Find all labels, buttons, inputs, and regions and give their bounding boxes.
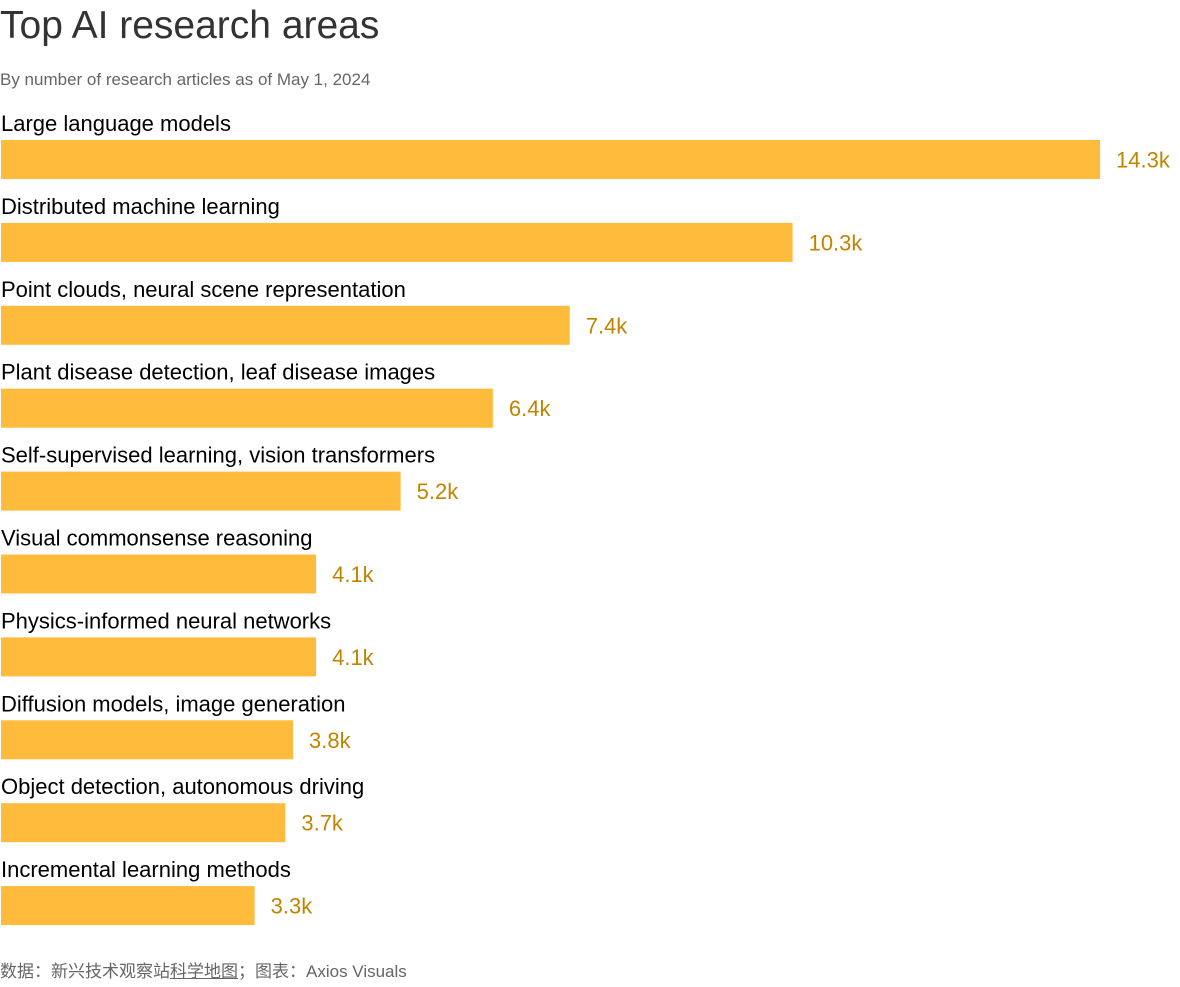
- value-label: 3.7k: [301, 811, 344, 836]
- bar: [1, 803, 286, 843]
- bar: [1, 140, 1100, 179]
- category-label: Large language models: [1, 111, 231, 136]
- value-label: 4.1k: [332, 645, 375, 670]
- bar-chart: Large language models 14.3k Distributed ma…: [1, 111, 1171, 926]
- bar: [1, 471, 401, 511]
- source-link[interactable]: 科学地图: [170, 962, 238, 981]
- bar: [1, 720, 294, 760]
- category-label: Diffusion models, image generation: [1, 691, 345, 716]
- bar: [1, 886, 255, 926]
- category-label: Physics-informed neural networks: [1, 608, 331, 633]
- bar: [1, 305, 570, 345]
- bar: [1, 388, 493, 428]
- chart-title: Top AI research areas: [0, 4, 380, 47]
- value-label: 5.2k: [417, 479, 460, 504]
- value-label: 10.3k: [809, 230, 864, 255]
- bar: [1, 222, 793, 262]
- value-label: 3.8k: [309, 728, 352, 753]
- value-label: 4.1k: [332, 562, 375, 587]
- value-label: 7.4k: [586, 313, 629, 338]
- chart-subtitle: By number of research articles as of May…: [0, 70, 371, 89]
- bar: [1, 637, 317, 677]
- source-credit: 数据：新兴技术观察站科学地图；图表：Axios Visuals: [0, 961, 407, 983]
- category-label: Object detection, autonomous driving: [1, 774, 364, 799]
- category-label: Visual commonsense reasoning: [1, 526, 312, 551]
- source-prefix: 数据：新兴技术观察站: [0, 962, 170, 981]
- category-label: Plant disease detection, leaf disease im…: [1, 360, 435, 385]
- category-label: Incremental learning methods: [1, 857, 291, 882]
- chart-credit: ；图表：Axios Visuals: [238, 962, 407, 981]
- bar: [1, 554, 317, 594]
- value-label: 14.3k: [1116, 148, 1171, 173]
- category-label: Self-supervised learning, vision transfo…: [1, 443, 435, 468]
- value-label: 3.3k: [271, 894, 314, 919]
- category-label: Point clouds, neural scene representatio…: [1, 277, 406, 302]
- value-label: 6.4k: [509, 396, 552, 421]
- category-label: Distributed machine learning: [1, 194, 280, 219]
